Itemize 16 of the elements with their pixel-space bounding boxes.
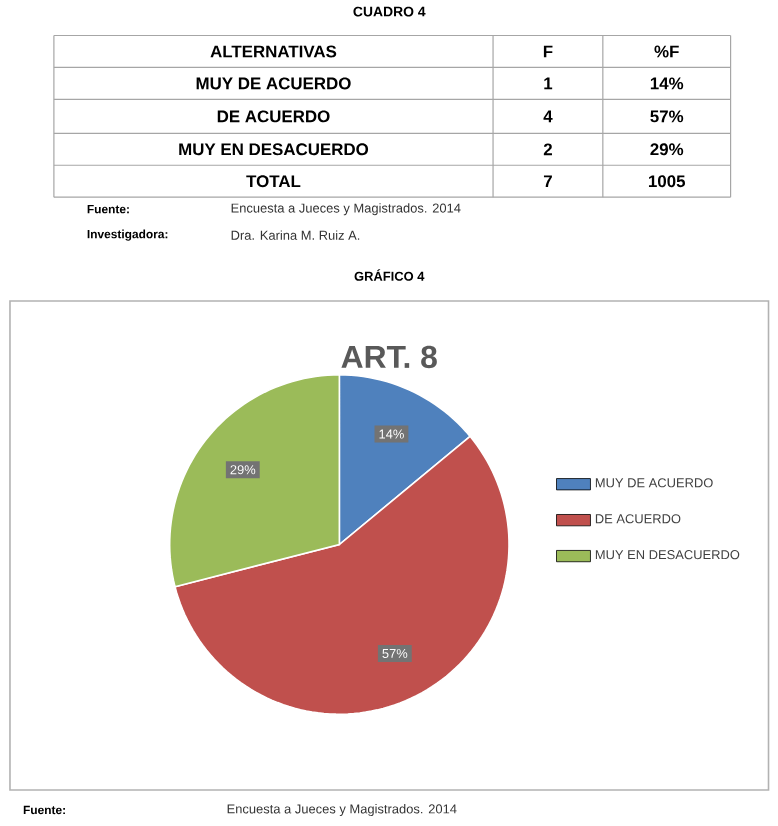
text: 29%	[650, 143, 683, 156]
chart-title: ART. 8	[341, 345, 437, 369]
text: %F	[654, 45, 679, 58]
text: DE ACUERDO	[217, 110, 330, 123]
text: 1005	[648, 175, 685, 188]
text: MUY EN DESACUERDO	[179, 143, 368, 156]
text: 1	[544, 77, 552, 90]
text: 57%	[650, 110, 683, 123]
text: 7	[543, 175, 552, 188]
text: TOTAL	[246, 175, 301, 188]
text: MUY DE ACUERDO	[196, 77, 351, 90]
text: 2	[543, 143, 552, 156]
text: F	[543, 45, 553, 58]
text: ALTERNATIVAS	[210, 45, 336, 58]
text: 14%	[650, 77, 683, 90]
text: 4	[543, 110, 553, 123]
